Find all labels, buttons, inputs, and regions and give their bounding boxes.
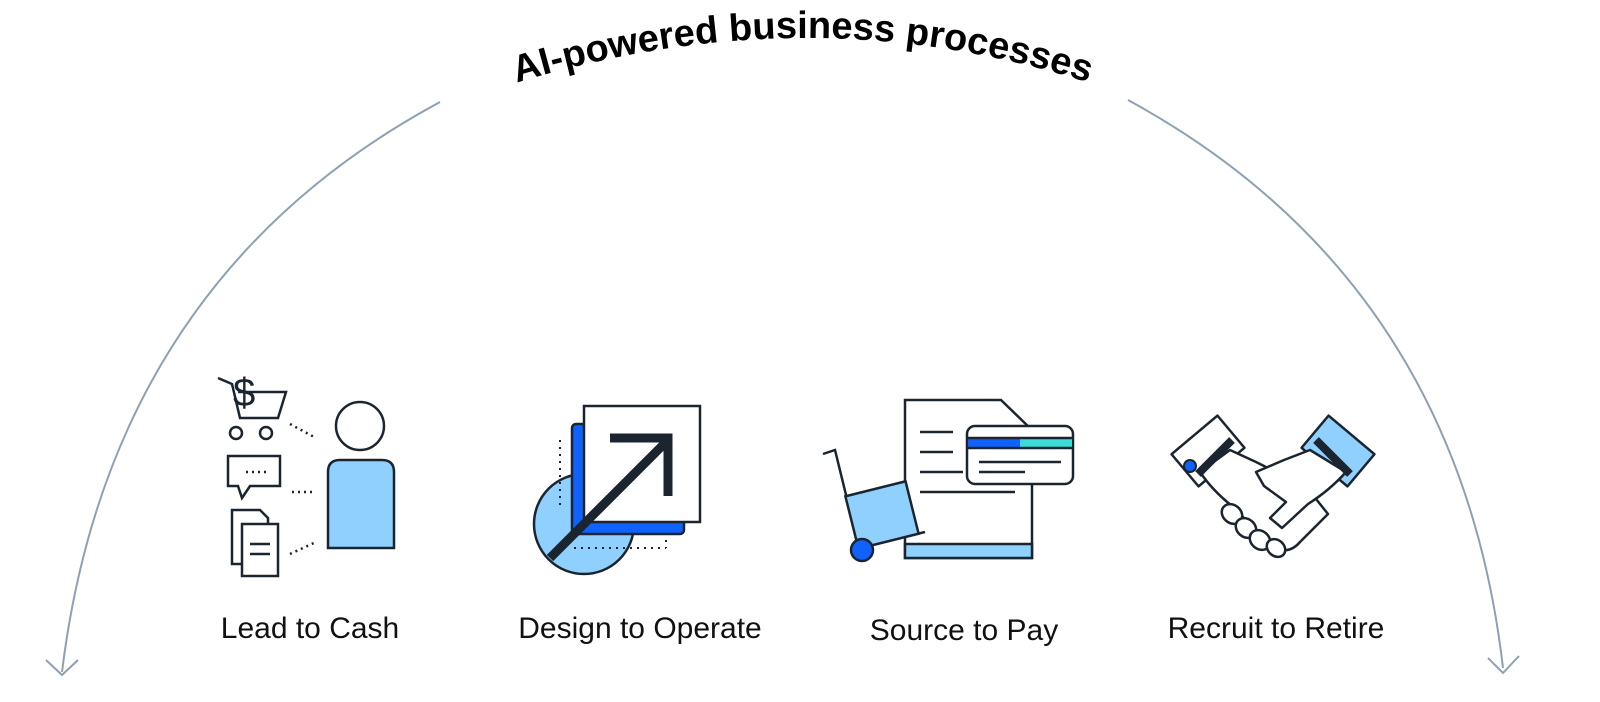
process-label-design-to-operate: Design to Operate bbox=[518, 612, 762, 645]
process-label-lead-to-cash: Lead to Cash bbox=[220, 612, 400, 645]
process-label-recruit-to-retire: Recruit to Retire bbox=[1167, 612, 1385, 645]
right-arrow-head bbox=[1487, 655, 1520, 675]
left-arrow-head bbox=[45, 659, 79, 677]
cart-invoice-card-icon bbox=[822, 398, 1075, 563]
diagram-title: AI-powered business processes bbox=[507, 5, 1098, 91]
right-arc-arrow bbox=[1127, 99, 1504, 669]
process-label-source-to-pay: Source to Pay bbox=[869, 614, 1059, 647]
left-arc-arrow bbox=[61, 101, 441, 673]
shopping-cart-customer-icon: $ bbox=[217, 371, 396, 578]
handshake-icon bbox=[1170, 414, 1376, 559]
scale-arrow-icon bbox=[532, 404, 702, 576]
svg-text:$: $ bbox=[233, 371, 255, 415]
